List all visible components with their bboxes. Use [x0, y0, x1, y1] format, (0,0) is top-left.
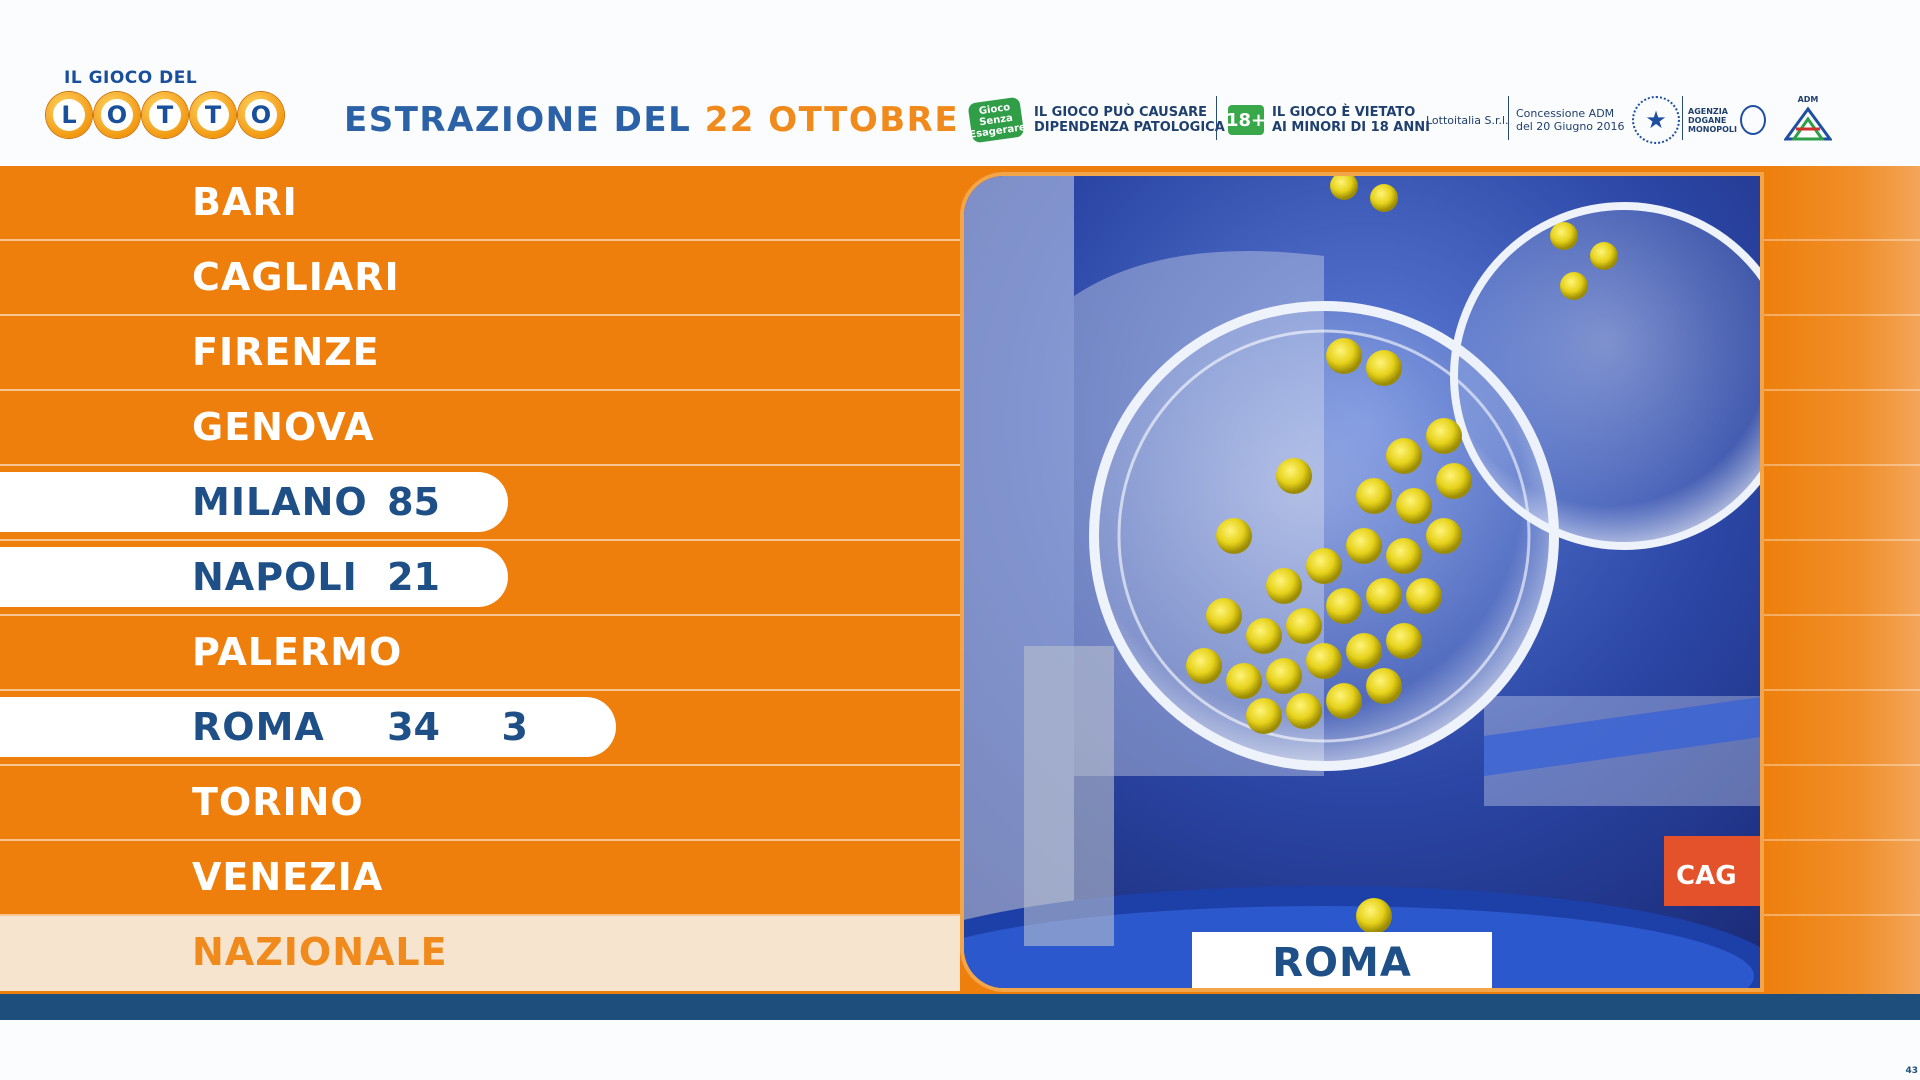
wheel-row-napoli: NAPOLI 21 [0, 541, 960, 616]
wheel-name: NAPOLI [192, 555, 358, 599]
row-divider [0, 914, 960, 916]
wheel-name: GENOVA [192, 405, 375, 449]
row-divider [1764, 389, 1920, 391]
logo-ball: O [94, 92, 140, 138]
lottery-machine-image: CAG [964, 176, 1760, 988]
title-date: 22 OTTOBRE [704, 100, 960, 140]
row-divider [0, 764, 960, 766]
senza-esagerare-badge: Gioco Senza Esagerare [967, 92, 1026, 148]
result-pill: ROMA 34 3 [0, 697, 616, 757]
band-fade [1764, 166, 1920, 994]
row-divider [1764, 464, 1920, 466]
divider [1682, 96, 1683, 140]
row-divider [0, 839, 960, 841]
wheel-name: BARI [192, 180, 298, 224]
wheel-row-genova: GENOVA [0, 391, 960, 466]
drawn-number: 34 [387, 705, 440, 749]
age-18-icon: 18+ [1226, 105, 1266, 135]
page-number: 43 [1905, 1066, 1918, 1076]
logo-letter: T [149, 99, 181, 131]
logo-letter: O [245, 99, 277, 131]
wheel-name: NAZIONALE [192, 930, 448, 974]
row-divider [1764, 914, 1920, 916]
row-divider [1764, 614, 1920, 616]
row-divider [0, 539, 960, 541]
divider [1216, 96, 1217, 140]
row-divider [1764, 839, 1920, 841]
current-city-badge: ROMA [1192, 932, 1492, 988]
logo-ball: L [46, 92, 92, 138]
row-divider [0, 314, 960, 316]
footer-bar [0, 994, 1920, 1020]
operator-name: Lottoitalia S.r.l. [1426, 113, 1509, 127]
wheel-name: ROMA [192, 705, 325, 749]
row-divider [1764, 314, 1920, 316]
row-divider [1764, 539, 1920, 541]
wheel-row-bari: BARI [0, 166, 960, 241]
logo-letter: O [101, 99, 133, 131]
row-divider [0, 689, 960, 691]
row-divider [0, 389, 960, 391]
wheel-row-roma: ROMA 34 3 [0, 691, 960, 766]
row-divider [0, 464, 960, 466]
row-divider [1764, 689, 1920, 691]
wheel-name: FIRENZE [192, 330, 380, 374]
senza-esagerare-icon: Gioco Senza Esagerare [967, 96, 1026, 144]
wheel-row-milano: MILANO 85 [0, 466, 960, 541]
wheel-name: MILANO [192, 480, 368, 524]
dipendenza-warning: IL GIOCO PUÒ CAUSARE DIPENDENZA PATOLOGI… [1034, 105, 1225, 135]
logo-letter: T [197, 99, 229, 131]
draw-video: CAG [960, 172, 1764, 992]
wheel-row-venezia: VENEZIA [0, 841, 960, 916]
title-prefix: ESTRAZIONE DEL [344, 100, 692, 140]
result-pill: MILANO 85 [0, 472, 508, 532]
adm-label: ADM [1797, 95, 1819, 104]
logo-letter: L [53, 99, 85, 131]
wheel-row-cagliari: CAGLIARI [0, 241, 960, 316]
logo-ball: T [190, 92, 236, 138]
emblem-icon [1740, 105, 1766, 135]
wheel-row-firenze: FIRENZE [0, 316, 960, 391]
machine-label: CAG [1676, 861, 1737, 891]
row-divider [1764, 764, 1920, 766]
divider [1508, 96, 1509, 140]
drawn-number: 21 [387, 555, 440, 599]
wheel-name: VENEZIA [192, 855, 384, 899]
logo-ball: O [238, 92, 284, 138]
wheel-name: CAGLIARI [192, 255, 400, 299]
drawn-number: 85 [387, 480, 440, 524]
agency-name: AGENZIA DOGANE MONOPOLI [1688, 106, 1737, 134]
logo-ball: T [142, 92, 188, 138]
drawn-number: 3 [501, 705, 528, 749]
page-title: ESTRAZIONE DEL 22 OTTOBRE [344, 100, 959, 140]
result-pill: NAPOLI 21 [0, 547, 508, 607]
minori-warning: IL GIOCO È VIETATO AI MINORI DI 18 ANNI [1272, 105, 1430, 135]
wheel-name: TORINO [192, 780, 364, 824]
disclaimer-strip: Gioco Senza Esagerare IL GIOCO PUÒ CAUSA… [967, 92, 1840, 148]
logo-subtitle: IL GIOCO DEL [64, 68, 198, 88]
wheel-row-nazionale: NAZIONALE [0, 916, 960, 991]
wheel-row-torino: TORINO [0, 766, 960, 841]
wheel-name: PALERMO [192, 630, 403, 674]
row-divider [0, 239, 960, 241]
eu-stars-icon: ★ [1632, 96, 1680, 144]
wheel-row-palermo: PALERMO [0, 616, 960, 691]
row-divider [0, 614, 960, 616]
row-divider [1764, 239, 1920, 241]
adm-logo-icon [1784, 106, 1832, 141]
concessione-text: Concessione ADM del 20 Giugno 2016 [1516, 107, 1625, 133]
